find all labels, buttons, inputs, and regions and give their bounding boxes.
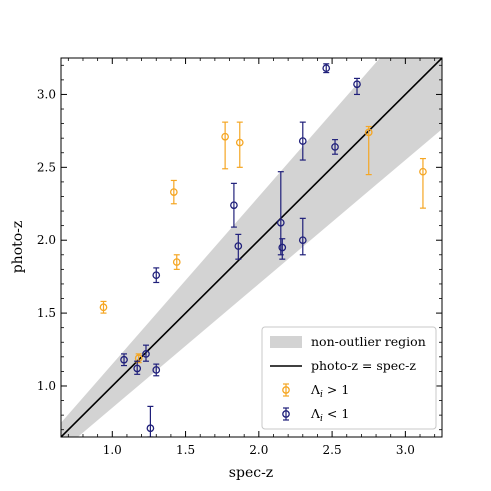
legend: non-outlier region photo-z = spec-z Λi >… bbox=[261, 326, 437, 430]
legend-box bbox=[261, 326, 437, 430]
x-tick-label: 3.0 bbox=[396, 443, 415, 457]
y-tick-label: 1.0 bbox=[37, 379, 56, 393]
point-orange bbox=[221, 121, 229, 170]
point-navy bbox=[353, 77, 361, 96]
point-navy bbox=[230, 182, 238, 228]
point-orange bbox=[364, 125, 373, 176]
marker bbox=[278, 243, 287, 252]
point-navy bbox=[234, 233, 243, 260]
point-orange bbox=[99, 300, 108, 314]
x-tick-label: 2.0 bbox=[249, 443, 268, 457]
marker bbox=[221, 132, 229, 141]
point-orange bbox=[235, 121, 244, 168]
point-navy bbox=[298, 217, 307, 256]
marker bbox=[172, 258, 181, 266]
legend-marker-navy bbox=[282, 407, 290, 421]
data-points bbox=[99, 63, 427, 437]
marker bbox=[282, 410, 290, 418]
legend-swatch-orange bbox=[282, 383, 290, 397]
point-navy bbox=[278, 238, 287, 260]
plot-frame bbox=[60, 57, 443, 438]
marker bbox=[282, 386, 290, 394]
x-tick-label: 1.0 bbox=[103, 443, 122, 457]
y-axis-label: photo-z bbox=[10, 221, 26, 274]
point-navy bbox=[322, 63, 331, 74]
marker bbox=[234, 242, 243, 250]
point-navy bbox=[152, 267, 161, 284]
point-orange bbox=[172, 254, 181, 270]
marker bbox=[146, 424, 155, 433]
marker bbox=[298, 137, 307, 145]
legend-label-line: photo-z = spec-z bbox=[311, 358, 416, 373]
legend-label-navy: Λi < 1 bbox=[310, 406, 349, 424]
marker bbox=[133, 364, 142, 373]
marker bbox=[152, 366, 161, 374]
marker bbox=[152, 271, 161, 280]
point-orange bbox=[419, 157, 427, 209]
y-tick-label: 2.5 bbox=[37, 160, 56, 174]
x-axis-label: spec-z bbox=[229, 465, 273, 481]
point-navy bbox=[142, 344, 150, 362]
axis-ticks bbox=[61, 58, 442, 437]
marker bbox=[99, 303, 108, 312]
legend-marker-orange bbox=[282, 383, 290, 397]
y-tick-label: 2.0 bbox=[37, 233, 56, 247]
marker bbox=[331, 143, 339, 151]
marker bbox=[322, 64, 331, 73]
point-orange bbox=[169, 179, 178, 205]
point-navy bbox=[331, 139, 339, 155]
x-tick-label: 1.5 bbox=[176, 443, 195, 457]
y-tick-label: 3.0 bbox=[37, 87, 56, 101]
x-tick-labels: 1.0 1.5 2.0 2.5 3.0 bbox=[103, 443, 415, 457]
legend-swatch-navy bbox=[282, 407, 290, 421]
marker bbox=[120, 355, 128, 364]
legend-swatch-band bbox=[270, 336, 302, 348]
marker bbox=[235, 138, 244, 147]
point-navy bbox=[298, 121, 307, 161]
marker bbox=[419, 167, 427, 176]
point-navy bbox=[146, 405, 155, 437]
point-navy bbox=[133, 360, 142, 375]
marker bbox=[230, 201, 238, 210]
identity-line bbox=[61, 58, 442, 437]
marker bbox=[298, 236, 307, 245]
y-tick-label: 1.5 bbox=[37, 306, 56, 320]
point-navy bbox=[152, 363, 161, 377]
legend-label-band: non-outlier region bbox=[311, 334, 426, 349]
marker bbox=[276, 218, 285, 227]
marker bbox=[142, 350, 150, 358]
plot-area bbox=[61, 58, 442, 437]
legend-label-orange: Λi > 1 bbox=[310, 382, 349, 400]
x-tick-label: 2.5 bbox=[323, 443, 342, 457]
point-navy bbox=[120, 353, 128, 367]
marker bbox=[169, 188, 178, 196]
marker bbox=[353, 80, 361, 89]
marker bbox=[364, 128, 373, 137]
y-tick-labels: 1.0 1.5 2.0 2.5 3.0 bbox=[37, 87, 56, 393]
